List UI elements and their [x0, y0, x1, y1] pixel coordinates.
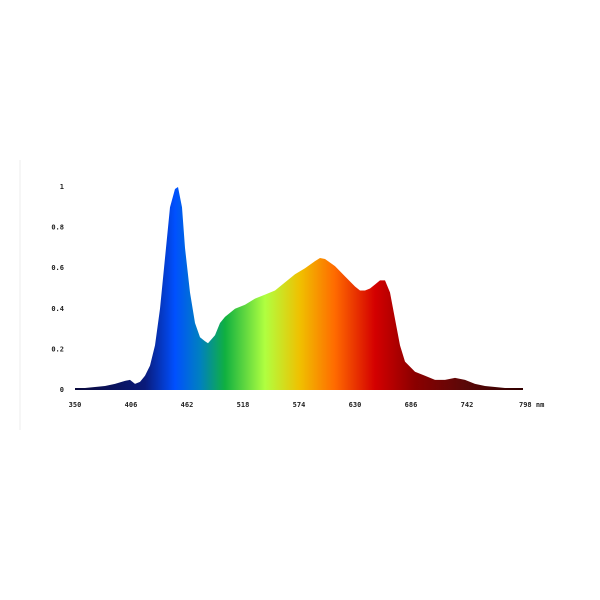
x-tick-label: 630 [349, 401, 362, 409]
x-tick-label: 686 [405, 401, 418, 409]
y-tick-label: 0.6 [51, 264, 64, 272]
y-tick-label: 0.2 [51, 345, 64, 353]
x-tick-label: 462 [181, 401, 194, 409]
x-tick-label: 742 [461, 401, 474, 409]
x-tick-label: 574 [293, 401, 306, 409]
x-tick-label: 406 [125, 401, 138, 409]
y-tick-label: 1 [60, 183, 64, 191]
x-tick-label: 798 nm [519, 401, 544, 409]
x-tick-label: 518 [237, 401, 250, 409]
x-tick-label: 350 [69, 401, 82, 409]
spectrum-area [75, 187, 523, 390]
y-tick-label: 0.4 [51, 305, 64, 313]
y-tick-label: 0 [60, 386, 64, 394]
y-tick-label: 0.8 [51, 224, 64, 232]
